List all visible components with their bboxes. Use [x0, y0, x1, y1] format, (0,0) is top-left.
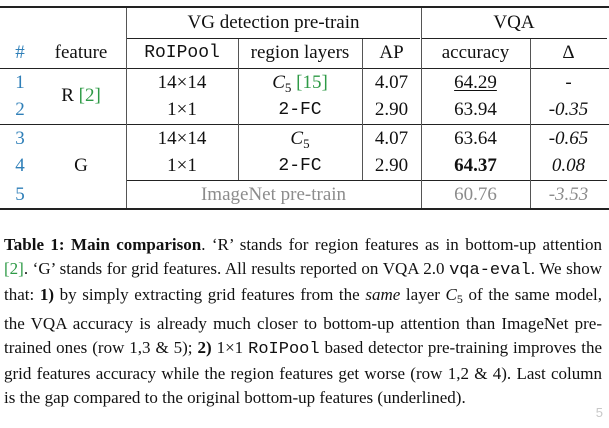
row-3-layers-c: C: [290, 128, 304, 149]
feature-r-ref[interactable]: [2]: [78, 85, 101, 106]
col-header-num: #: [15, 42, 25, 63]
row-4-layers: 2-FC: [278, 156, 322, 176]
row-5-accuracy: 60.76: [454, 184, 497, 205]
caption-c5: C: [445, 285, 457, 305]
caption-ref-1[interactable]: [2]: [4, 259, 24, 279]
caption-text-7: 1×1: [211, 337, 249, 357]
row-1-accuracy-value: 64.29: [454, 72, 497, 93]
feature-group-g: G: [74, 155, 88, 176]
caption-point-1: 1): [39, 285, 55, 305]
watermark: 5: [595, 405, 603, 420]
row-2-layers: 2-FC: [278, 100, 322, 120]
col-header-roipool: RoIPool: [144, 43, 220, 63]
vline-delta: [530, 39, 531, 208]
row-3-accuracy: 63.64: [454, 128, 497, 149]
row-1-ap: 4.07: [374, 72, 409, 93]
row-3-layers: C5: [238, 126, 362, 157]
caption-same: same: [365, 285, 401, 305]
table-caption: Table 1: Main comparison. ‘R’ stands for…: [4, 233, 602, 410]
caption-lead-title: Main comparison: [71, 235, 202, 254]
caption-c5-sub: 5: [456, 292, 463, 307]
row-3-roipool: 14×14: [157, 128, 207, 149]
row-5-num: 5: [15, 184, 25, 205]
caption-code-vqa-eval: vqa-eval: [449, 261, 531, 281]
col-header-ap: AP: [379, 42, 404, 63]
row-2-roipool: 1×1: [167, 99, 197, 120]
rule-header: [0, 68, 609, 69]
vline-layers: [362, 39, 363, 180]
row-1-accuracy: 64.29: [421, 70, 530, 96]
rule-bottom: [0, 208, 609, 210]
row-1-layers-c: C: [272, 72, 285, 93]
rule-group-vqa: [421, 38, 607, 39]
row-3-ap: 4.07: [374, 128, 409, 149]
caption-point-2: 2): [197, 337, 212, 357]
caption-text-1: . ‘R’ stands for region features as in b…: [201, 235, 602, 254]
row-2-delta: -0.35: [548, 99, 589, 120]
row-4-ap: 2.90: [374, 155, 409, 176]
rule-group-vg: [126, 38, 420, 39]
caption-text-3: . We show that:: [4, 259, 602, 305]
feature-group-r: R [2]: [36, 83, 126, 109]
group-header-vg: VG detection pre-train: [187, 12, 360, 33]
rule-top: [0, 6, 609, 8]
caption-code-roipool: RoIPool: [248, 339, 320, 359]
vline-feature: [126, 8, 127, 208]
group-header-vqa: VQA: [493, 12, 535, 33]
caption-text-6: of the same model, the VQA accuracy is a…: [4, 285, 603, 357]
caption-text-4: by simply extracting grid features from …: [54, 285, 366, 305]
row-1-delta: -: [565, 72, 572, 93]
col-header-delta: Δ: [562, 42, 575, 63]
caption-text-2: . ‘G’ stands for grid features. All resu…: [23, 259, 450, 279]
row-4-delta: 0.08: [551, 155, 586, 176]
row-1-layers: C5 [15]: [238, 70, 362, 101]
row-1-layers-ref[interactable]: [15]: [296, 72, 328, 93]
row-4-accuracy: 64.37: [454, 155, 497, 176]
row-3-delta: -0.65: [548, 128, 589, 149]
col-header-feature: feature: [54, 42, 108, 63]
row-2-num: 2: [15, 99, 25, 120]
caption-lead: Table 1:: [4, 235, 65, 254]
vline-vqa: [421, 8, 422, 208]
caption-text-5: layer: [400, 285, 446, 305]
row-3-layers-sub: 5: [303, 136, 310, 151]
row-4-num: 4: [15, 155, 25, 176]
row-5-delta: -3.53: [548, 184, 589, 205]
col-header-region-layers: region layers: [250, 42, 350, 63]
row-1-layers-sub: 5: [284, 80, 292, 95]
row-2-accuracy: 63.94: [454, 99, 497, 120]
row-1-roipool: 14×14: [157, 72, 207, 93]
col-header-accuracy: accuracy: [441, 42, 510, 63]
row-5-imagenet: ImageNet pre-train: [200, 184, 347, 205]
rule-imagenet: [126, 180, 607, 181]
caption-text-8: based detector pre-training improves the…: [4, 337, 603, 408]
vline-roipool: [238, 39, 239, 180]
feature-r-label: R: [61, 85, 74, 106]
row-3-num: 3: [15, 128, 25, 149]
row-1-num: 1: [15, 72, 25, 93]
comparison-table: VG detection pre-train VQA # feature RoI…: [0, 0, 609, 212]
row-2-ap: 2.90: [374, 99, 409, 120]
row-4-roipool: 1×1: [167, 155, 197, 176]
rule-r-g: [0, 124, 609, 125]
